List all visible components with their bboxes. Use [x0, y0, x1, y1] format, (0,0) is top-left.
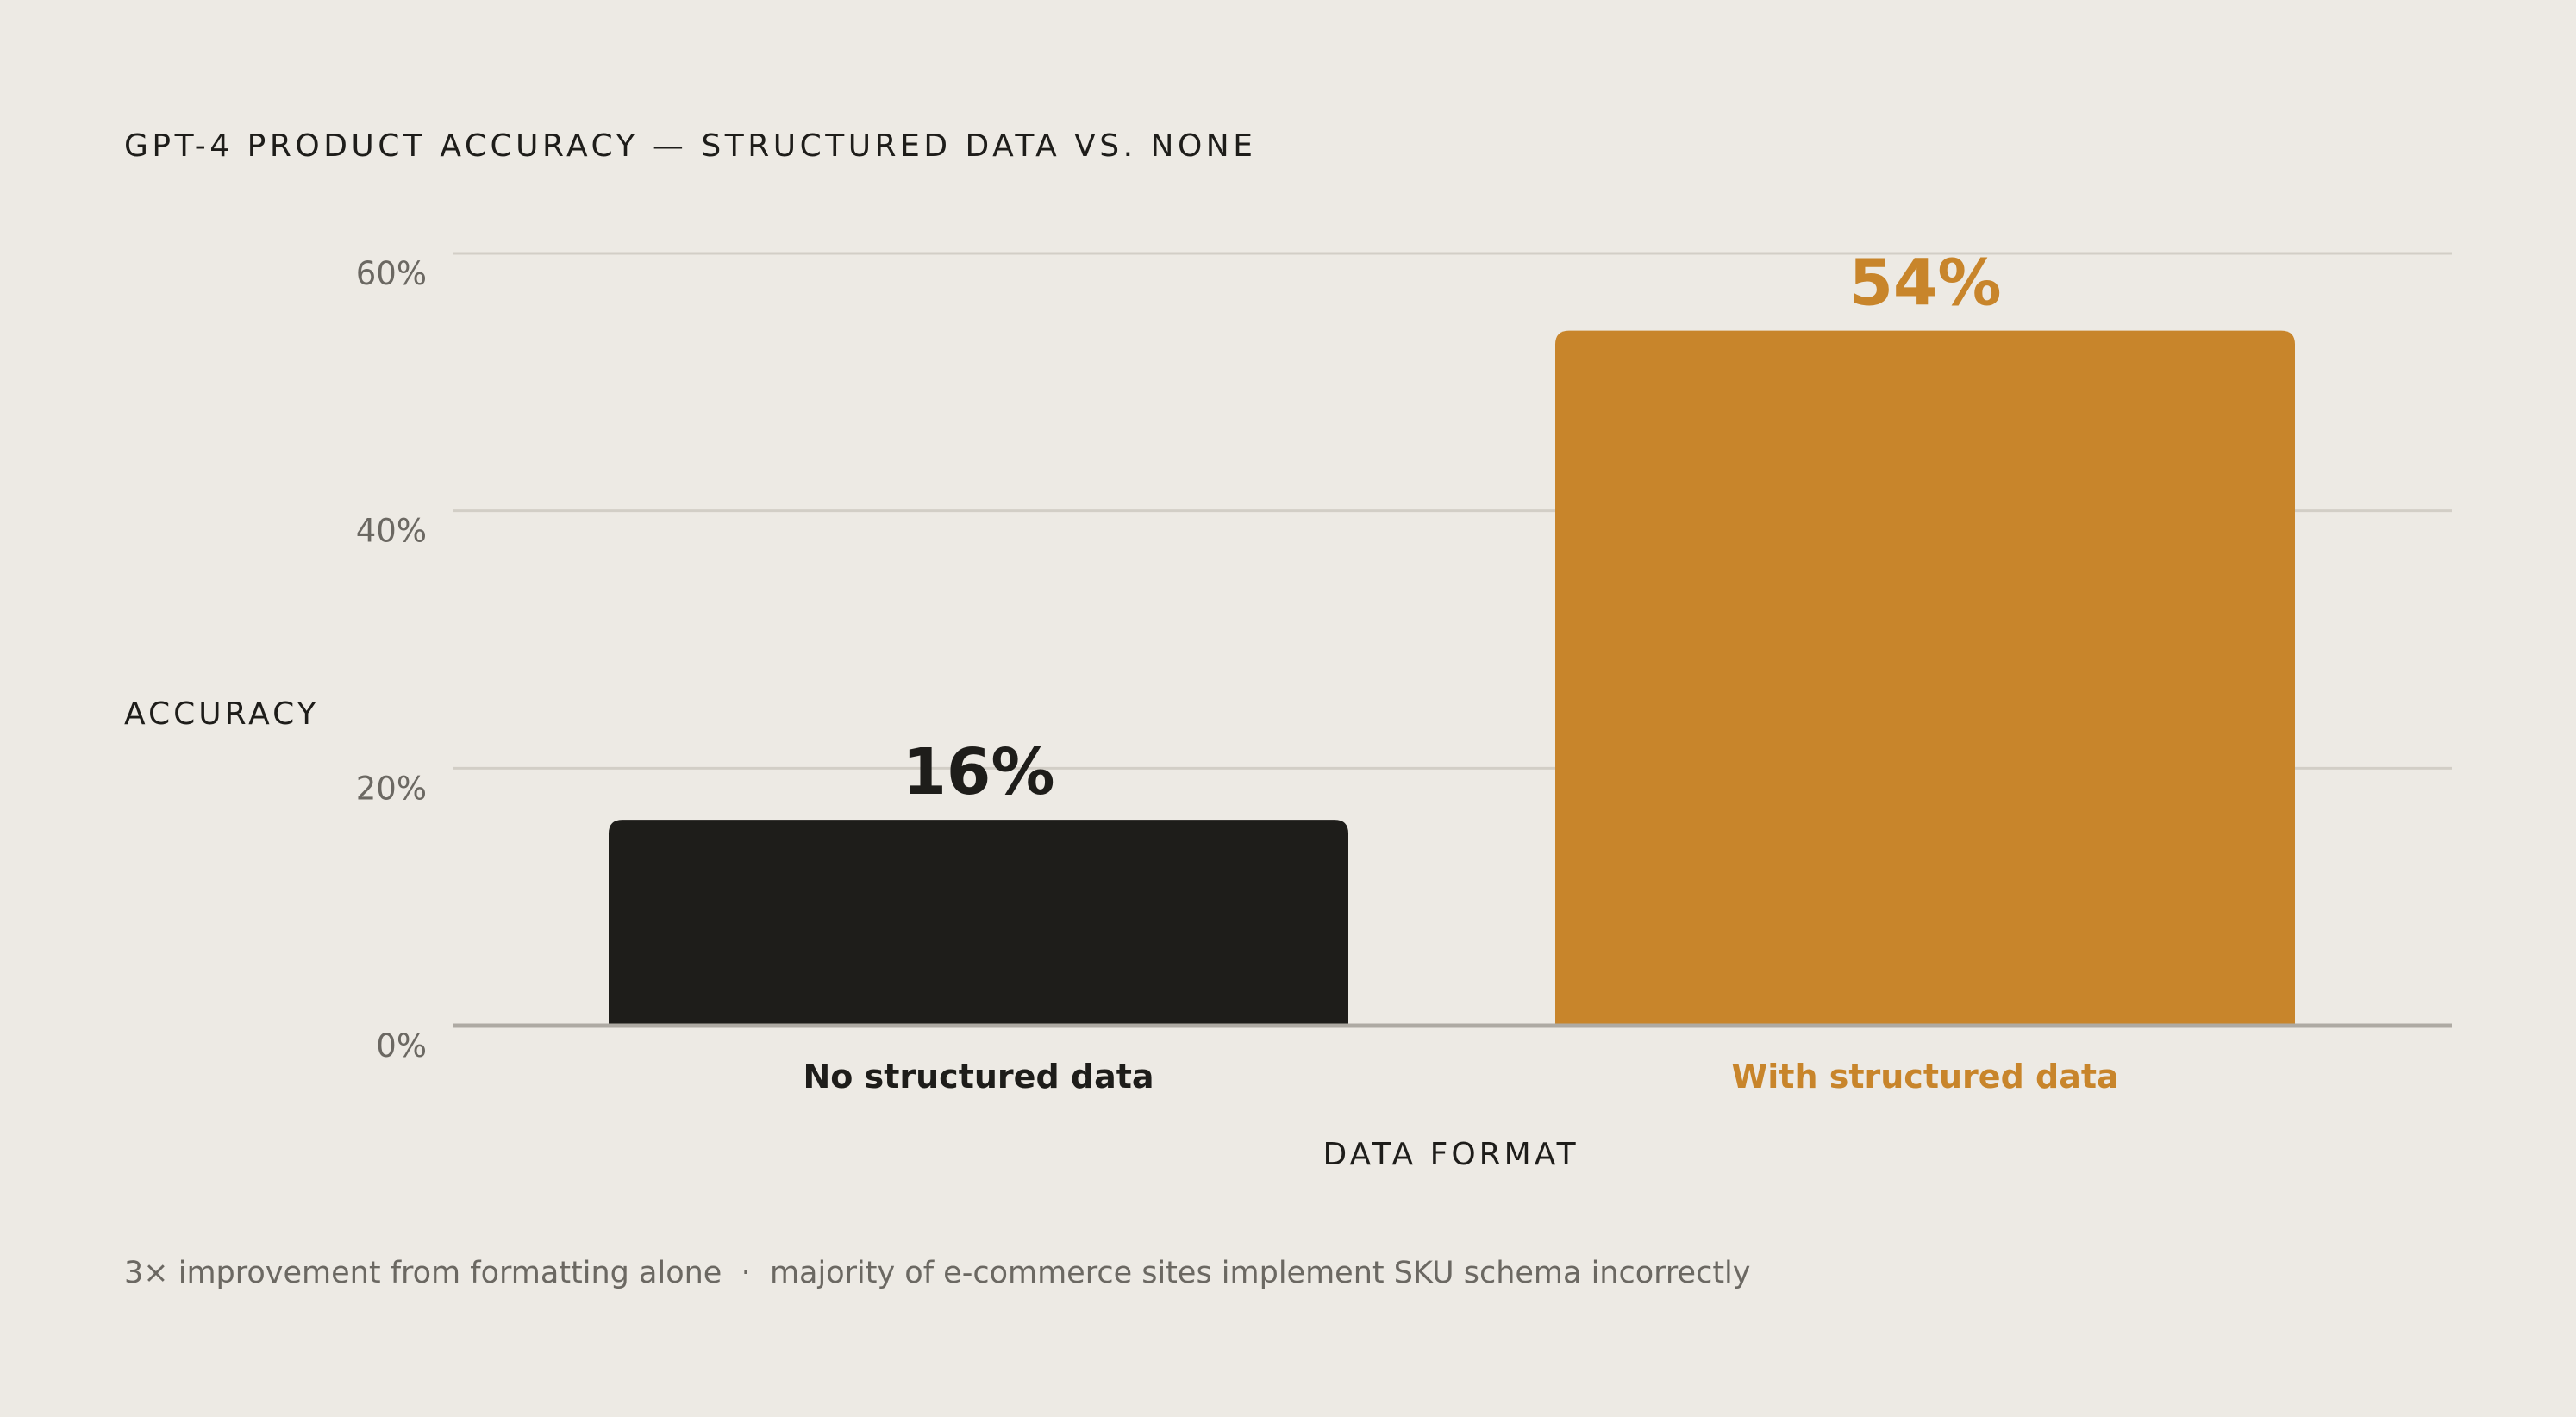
- bar-value-label: 16%: [902, 735, 1054, 809]
- category-label: With structured data: [1731, 1058, 2118, 1096]
- y-tick-label: 60%: [356, 255, 427, 292]
- bar-no-structured-data: [609, 820, 1348, 1026]
- y-tick-label: 40%: [356, 513, 427, 550]
- bar-with-structured-data: [1555, 330, 2295, 1027]
- y-axis-ticks: 0% 20% 40% 60%: [356, 255, 427, 1064]
- y-axis-label: ACCURACY: [124, 696, 320, 732]
- bar-labels: 16% No structured data 54% With structured …: [803, 247, 2118, 1096]
- bars: [609, 330, 2295, 1027]
- y-tick-label: 20%: [356, 770, 427, 807]
- x-axis-label: DATA FORMAT: [1322, 1137, 1579, 1172]
- bar-value-label: 54%: [1848, 247, 2001, 321]
- chart-title: GPT-4 PRODUCT ACCURACY — STRUCTURED DATA…: [124, 128, 1256, 164]
- footnote: 3× improvement from formatting alone · m…: [124, 1256, 1750, 1290]
- category-label: No structured data: [803, 1058, 1154, 1096]
- y-tick-label: 0%: [376, 1027, 427, 1064]
